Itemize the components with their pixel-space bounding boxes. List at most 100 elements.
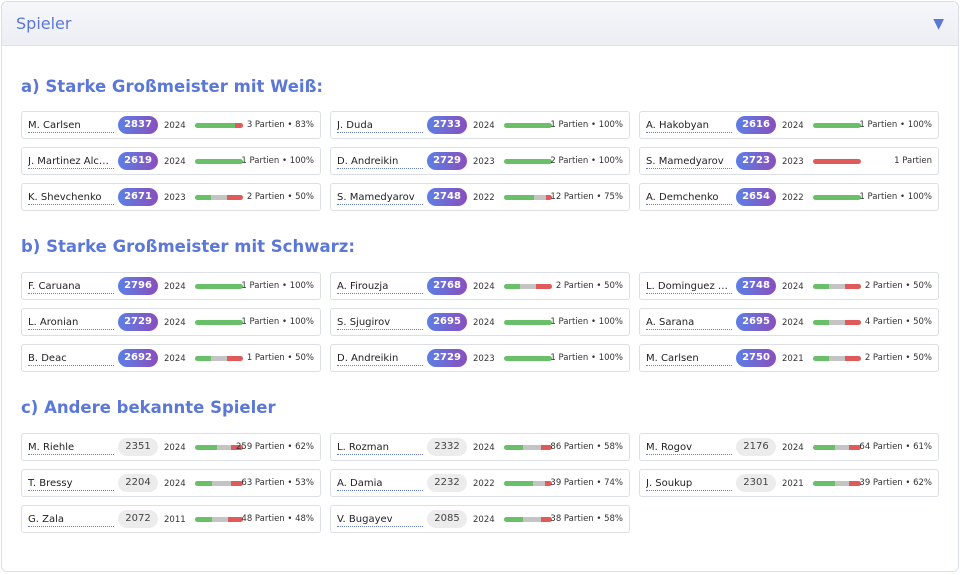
win-segment [504, 481, 533, 486]
player-name-link[interactable]: J. Martinez Alcantara [28, 155, 114, 169]
result-bar [504, 159, 552, 164]
section-others: c) Andere bekannte Spieler M. Riehle 2351… [21, 396, 939, 533]
loss-segment [227, 517, 243, 522]
player-name-link[interactable]: D. Andreikin [337, 155, 423, 169]
player-name-link[interactable]: L. Rozman [337, 441, 423, 455]
elo-badge: 2232 [427, 474, 467, 492]
result-bar [195, 195, 243, 200]
player-name-link[interactable]: F. Caruana [28, 280, 114, 294]
game-stats: 1 Partien • 100% [241, 156, 314, 166]
loss-segment [546, 195, 552, 200]
result-bar [195, 320, 243, 325]
player-name-link[interactable]: J. Duda [337, 119, 423, 133]
result-bar [504, 356, 552, 361]
player-card: M. Rogov 2176 2024 64 Partien • 61% [639, 433, 939, 461]
game-stats: 1 Partien • 100% [241, 317, 314, 327]
player-name-link[interactable]: J. Soukup [646, 477, 732, 491]
elo-badge: 2332 [427, 438, 467, 456]
game-stats: 1 Partien • 100% [550, 317, 623, 327]
game-year: 2024 [782, 282, 804, 292]
win-segment [813, 123, 861, 128]
result-bar [195, 481, 243, 486]
game-stats: 1 Partien • 50% [246, 353, 314, 363]
result-bar [195, 159, 243, 164]
loss-segment [230, 445, 243, 450]
player-name-link[interactable]: M. Carlsen [646, 352, 732, 366]
game-year: 2024 [473, 282, 495, 292]
player-name-link[interactable]: A. Firouzja [337, 280, 423, 294]
elo-badge: 2796 [118, 277, 158, 295]
win-segment [813, 445, 835, 450]
player-name-link[interactable]: D. Andreikin [337, 352, 423, 366]
win-segment [195, 517, 212, 522]
player-grid: F. Caruana 2796 2024 1 Partien • 100% A. Fir… [21, 272, 939, 372]
player-card: T. Bressy 2204 2024 63 Partien • 53% [21, 469, 321, 497]
game-stats: 4 Partien • 50% [864, 317, 932, 327]
section-black: b) Starke Großmeister mit Schwarz: F. Ca… [21, 235, 939, 372]
result-bar [813, 195, 861, 200]
win-segment [504, 123, 552, 128]
player-name-link[interactable]: V. Bugayev [337, 513, 423, 527]
player-name-link[interactable]: T. Bressy [28, 477, 114, 491]
player-name-link[interactable]: M. Carlsen [28, 119, 114, 133]
game-stats: 39 Partien • 62% [859, 478, 932, 488]
win-segment [504, 159, 552, 164]
player-name-link[interactable]: A. Demchenko [646, 191, 732, 205]
elo-badge: 2723 [736, 152, 776, 170]
player-name-link[interactable]: S. Mamedyarov [646, 155, 732, 169]
player-name-link[interactable]: A. Sarana [646, 316, 732, 330]
player-name-link[interactable]: L. Aronian [28, 316, 114, 330]
draw-segment [834, 481, 849, 486]
elo-badge: 2768 [427, 277, 467, 295]
player-card: V. Bugayev 2085 2024 38 Partien • 58% [330, 505, 630, 533]
win-segment [195, 356, 211, 361]
player-card: A. Hakobyan 2616 2024 1 Partien • 100% [639, 111, 939, 139]
game-year: 2024 [164, 157, 186, 167]
win-segment [195, 284, 243, 289]
player-name-link[interactable]: B. Deac [28, 352, 114, 366]
elo-badge: 2729 [427, 152, 467, 170]
game-stats: 12 Partien • 75% [550, 192, 623, 202]
loss-segment [813, 159, 861, 164]
player-name-link[interactable]: S. Sjugirov [337, 316, 423, 330]
elo-badge: 2616 [736, 116, 776, 134]
player-name-link[interactable]: L. Dominguez Perez [646, 280, 732, 294]
player-name-link[interactable]: G. Zala [28, 513, 114, 527]
player-card: A. Sarana 2695 2024 4 Partien • 50% [639, 308, 939, 336]
player-name-link[interactable]: S. Mamedyarov [337, 191, 423, 205]
result-bar [813, 320, 861, 325]
result-bar [504, 284, 552, 289]
game-stats: 1 Partien • 100% [859, 192, 932, 202]
player-name-link[interactable]: M. Riehle [28, 441, 114, 455]
loss-segment [845, 284, 861, 289]
player-name-link[interactable]: A. Damia [337, 477, 423, 491]
loss-segment [227, 195, 243, 200]
player-name-link[interactable]: K. Shevchenko [28, 191, 114, 205]
elo-badge: 2695 [427, 313, 467, 331]
panel-header[interactable]: Spieler ▼ [2, 2, 958, 46]
player-card: L. Aronian 2729 2024 1 Partien • 100% [21, 308, 321, 336]
game-stats: 259 Partien • 62% [236, 442, 314, 452]
win-segment [504, 284, 520, 289]
result-bar [195, 445, 243, 450]
player-card: L. Dominguez Perez 2748 2024 2 Partien • 50… [639, 272, 939, 300]
player-name-link[interactable]: A. Hakobyan [646, 119, 732, 133]
elo-badge: 2729 [427, 349, 467, 367]
game-year: 2021 [782, 354, 804, 364]
game-year: 2023 [473, 157, 495, 167]
elo-badge: 2654 [736, 188, 776, 206]
elo-badge: 2072 [118, 510, 158, 528]
player-name-link[interactable]: M. Rogov [646, 441, 732, 455]
game-stats: 39 Partien • 74% [550, 478, 623, 488]
game-year: 2024 [164, 354, 186, 364]
draw-segment [523, 517, 542, 522]
result-bar [813, 356, 861, 361]
game-year: 2011 [164, 515, 186, 525]
elo-badge: 2204 [118, 474, 158, 492]
game-year: 2024 [164, 443, 186, 453]
collapse-toggle-icon[interactable]: ▼ [933, 15, 944, 32]
game-year: 2024 [782, 318, 804, 328]
game-stats: 1 Partien • 100% [550, 353, 623, 363]
game-year: 2022 [473, 193, 495, 203]
draw-segment [216, 445, 231, 450]
